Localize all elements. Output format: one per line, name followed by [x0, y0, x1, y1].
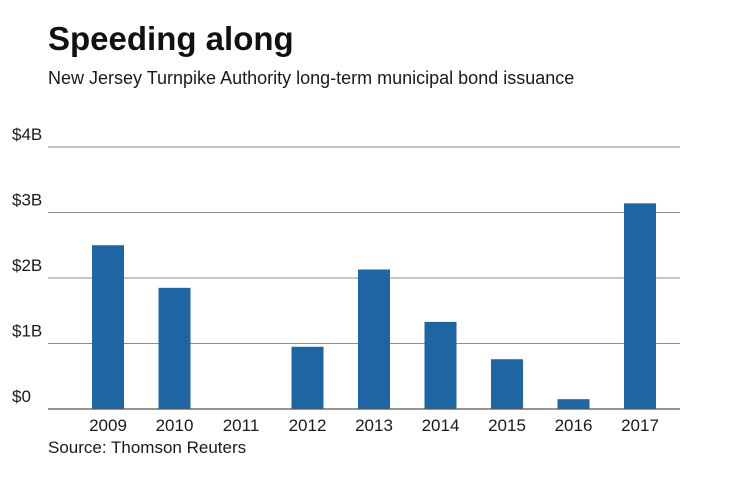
x-tick-label: 2016 [555, 416, 593, 435]
bar-2013 [358, 269, 390, 409]
bar-2014 [424, 321, 457, 409]
bar-2010 [158, 287, 191, 409]
x-tick-label: 2010 [156, 416, 194, 435]
bar-2017 [624, 203, 656, 409]
x-tick-label: 2009 [89, 416, 127, 435]
x-tick-label: 2015 [488, 416, 526, 435]
bar-2012 [291, 346, 324, 409]
x-tick-label: 2017 [621, 416, 659, 435]
bar-2016 [557, 399, 590, 409]
x-tick-label: 2011 [223, 416, 260, 435]
tick-labels: $0 $1B $2B $3B $4B 2009 2010 2011 2012 2013 2014 20… [12, 125, 659, 435]
x-tick-label: 2013 [355, 416, 393, 435]
y-tick-label: $4B [12, 125, 42, 144]
y-tick-label: $3B [12, 191, 42, 210]
y-tick-label: $1B [12, 322, 42, 341]
x-tick-label: 2012 [289, 416, 327, 435]
x-tick-label: 2014 [422, 416, 460, 435]
source-note: Source: Thomson Reuters [48, 438, 247, 457]
chart-subtitle: New Jersey Turnpike Authority long-term … [48, 68, 575, 88]
y-tick-label: $0 [12, 387, 31, 406]
y-tick-label: $2B [12, 256, 42, 275]
bar-2015 [491, 359, 523, 409]
bars [92, 203, 656, 409]
chart-title: Speeding along [48, 20, 294, 57]
bar-2009 [92, 245, 124, 409]
